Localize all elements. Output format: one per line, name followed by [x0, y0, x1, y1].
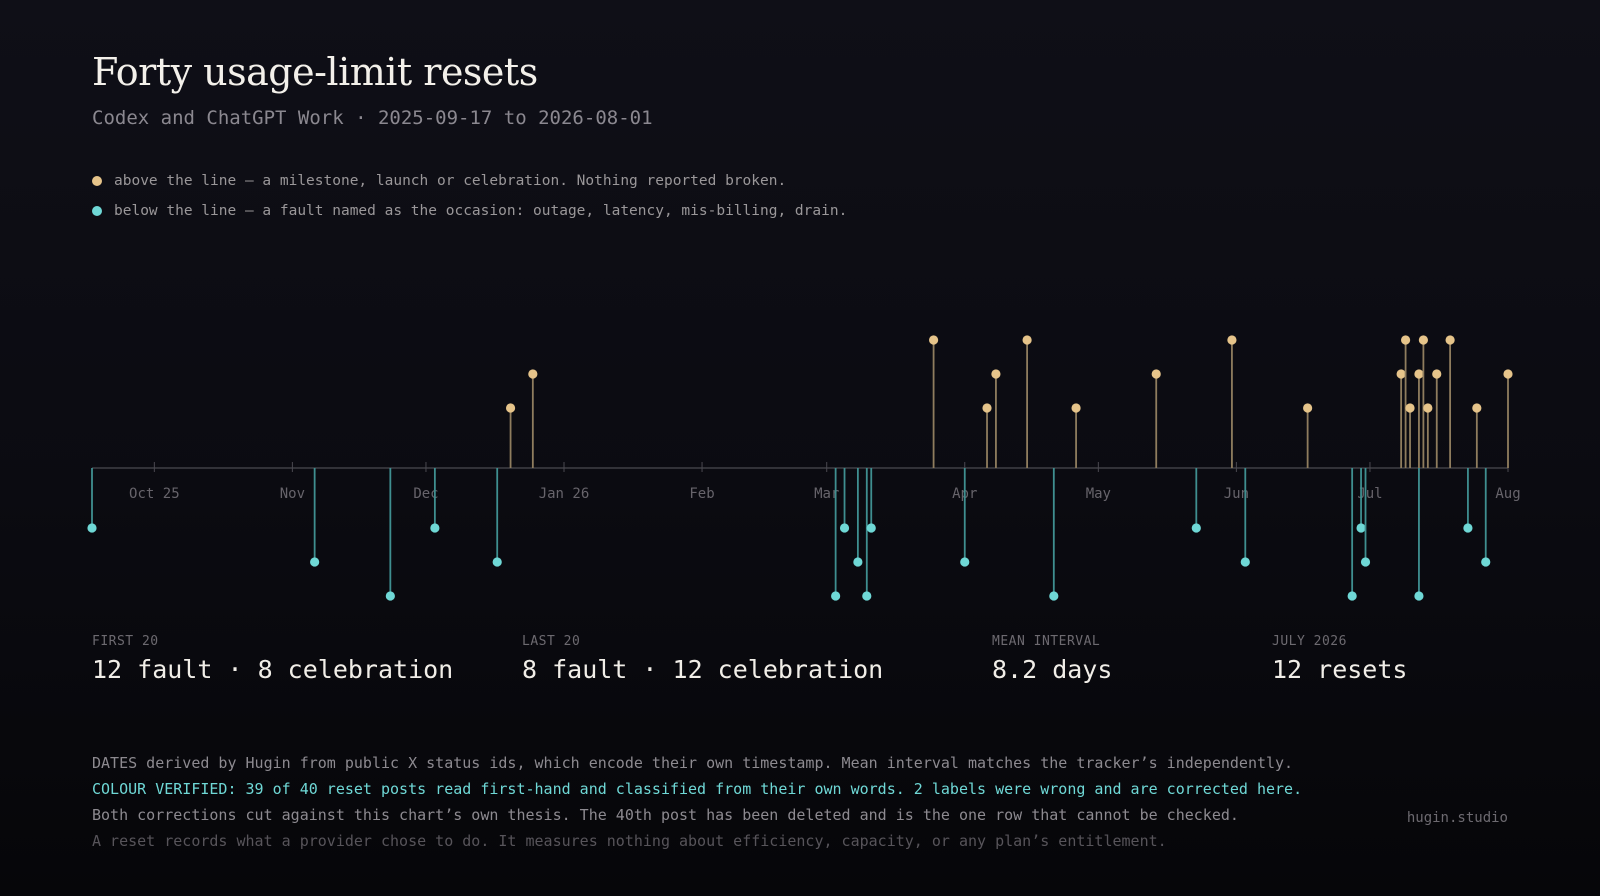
tick-label: Mar — [814, 486, 839, 502]
tick-label: Feb — [689, 486, 714, 502]
celebration-point — [1151, 369, 1161, 379]
stat-july-2026: JULY 2026 12 resets — [1272, 634, 1407, 684]
note-dates: DATES derived by Hugin from public X sta… — [92, 754, 1294, 772]
stat-mean-interval: MEAN INTERVAL 8.2 days — [992, 634, 1112, 684]
tick-label: May — [1086, 486, 1111, 502]
celebration-point — [1227, 335, 1237, 345]
legend-label-celebration: above the line — a milestone, launch or … — [114, 173, 787, 189]
celebration-point — [1503, 369, 1513, 379]
celebration-point — [1418, 335, 1428, 345]
tick-label: Jun — [1224, 486, 1249, 502]
note-disclaimer: A reset records what a provider chose to… — [92, 832, 1167, 850]
stats-row: FIRST 20 12 fault · 8 celebration LAST 2… — [0, 634, 1600, 694]
celebration-point — [1396, 369, 1406, 379]
stat-value: 12 resets — [1272, 655, 1408, 684]
celebration-point — [1022, 335, 1032, 345]
celebration-point — [528, 369, 538, 379]
fault-point — [1347, 591, 1357, 601]
stat-label: LAST 20 — [522, 634, 581, 649]
celebration-point — [982, 403, 992, 413]
fault-point — [862, 591, 872, 601]
fault-point — [310, 557, 320, 567]
fault-point — [87, 523, 97, 533]
stat-last-20: LAST 20 8 fault · 12 celebration — [522, 634, 883, 684]
legend: above the line — a milestone, launch or … — [92, 166, 847, 226]
celebration-dot-icon — [92, 176, 102, 186]
fault-point — [1191, 523, 1201, 533]
chart-subtitle: Codex and ChatGPT Work · 2025-09-17 to 2… — [92, 107, 653, 129]
tick-label: Dec — [413, 486, 438, 502]
fault-point — [960, 557, 970, 567]
stat-value: 8 fault · 12 celebration — [522, 655, 884, 684]
celebration-point — [1400, 335, 1411, 345]
celebration-point — [505, 403, 516, 413]
tick-label: Jul — [1357, 486, 1382, 502]
celebration-point — [1071, 403, 1081, 413]
stat-label: JULY 2026 — [1272, 634, 1347, 649]
note-corrections: Both corrections cut against this chart’… — [92, 806, 1239, 824]
legend-label-fault: below the line — a fault named as the oc… — [114, 203, 848, 219]
fault-point — [1240, 557, 1250, 567]
celebration-point — [1405, 403, 1415, 413]
celebration-point — [928, 335, 939, 345]
fault-point — [1463, 523, 1473, 533]
celebration-point — [1303, 403, 1313, 413]
fault-point — [839, 523, 850, 533]
fault-point — [492, 557, 502, 567]
fault-point — [1049, 591, 1059, 601]
tick-label: Jan 26 — [539, 486, 590, 502]
chart-title: Forty usage-limit resets — [92, 50, 538, 94]
brand-credit: hugin.studio — [1406, 810, 1508, 826]
fault-point — [1414, 591, 1424, 601]
fault-point — [1360, 557, 1371, 567]
note-colour-verified: COLOUR VERIFIED: 39 of 40 reset posts re… — [92, 780, 1303, 798]
celebration-point — [1432, 369, 1442, 379]
fault-point — [831, 591, 841, 601]
tick-label: Aug — [1495, 486, 1520, 502]
tick-label: Oct 25 — [129, 486, 180, 502]
celebration-point — [1423, 403, 1433, 413]
stat-first-20: FIRST 20 12 fault · 8 celebration — [92, 634, 453, 684]
celebration-point — [1445, 335, 1455, 345]
fault-point — [853, 557, 863, 567]
celebration-point — [991, 369, 1001, 379]
fault-dot-icon — [92, 206, 102, 216]
legend-item-fault: below the line — a fault named as the oc… — [92, 196, 847, 226]
celebration-point — [1414, 369, 1424, 379]
fault-point — [866, 523, 876, 533]
fault-point — [385, 591, 395, 601]
legend-item-celebration: above the line — a milestone, launch or … — [92, 166, 847, 196]
fault-point — [1356, 523, 1366, 533]
stat-value: 12 fault · 8 celebration — [92, 655, 454, 684]
stat-value: 8.2 days — [992, 655, 1113, 684]
tick-label: Nov — [280, 486, 305, 502]
stat-label: FIRST 20 — [92, 634, 159, 649]
fault-point — [1481, 557, 1491, 567]
stat-label: MEAN INTERVAL — [992, 634, 1101, 649]
celebration-point — [1472, 403, 1482, 413]
fault-point — [430, 523, 440, 533]
footnotes: DATES derived by Hugin from public X sta… — [92, 750, 1302, 854]
